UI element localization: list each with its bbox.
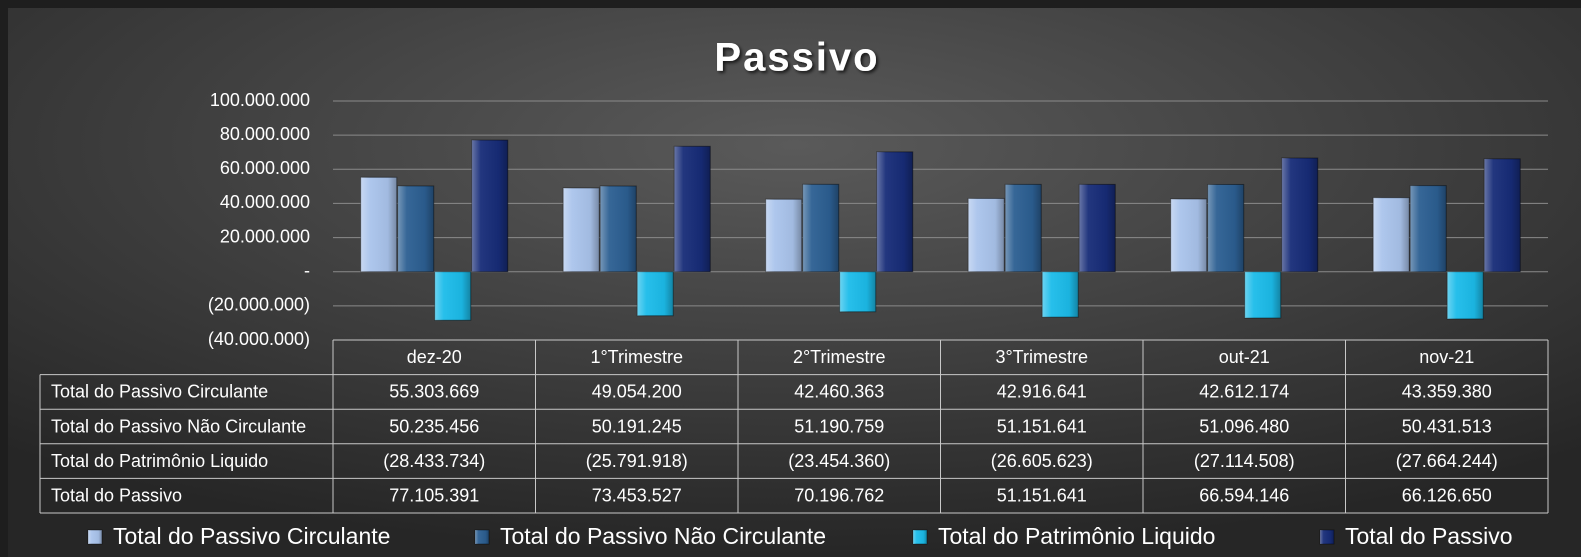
table-value: (27.114.508) [1194,451,1295,471]
bar [434,271,472,321]
bar [673,145,711,273]
legend: Total do Passivo Circulante Total do Pass… [87,523,1512,549]
y-tick-label: 40.000.000 [220,192,310,212]
y-tick-label: 80.000.000 [220,124,310,144]
data-table: dez-20 1°Trimestre 2°Trimestre 3°Trimestre o… [39,339,1549,514]
table-value: (28.433.734) [383,451,485,471]
chart-title: Passivo [714,36,879,80]
y-tick-label: - [304,260,310,280]
x-tick-label: out-21 [1219,347,1270,367]
chart-background [8,8,1581,557]
bar [1372,197,1410,273]
bar [1244,271,1282,319]
table-value: 55.303.669 [389,382,479,402]
x-tick-label: 1°Trimestre [590,347,683,367]
y-tick-label: 20.000.000 [220,226,310,246]
table-value: 51.190.759 [794,416,884,436]
bar [1078,183,1116,273]
table-value: 42.916.641 [997,382,1087,402]
y-tick-label: 60.000.000 [220,158,310,178]
legend-swatch-shine [913,530,927,544]
x-tick-label: nov-21 [1419,347,1474,367]
bar [397,185,435,273]
table-value: (26.605.623) [991,451,1093,471]
table-value: 50.235.456 [389,416,479,436]
bar [1041,271,1079,318]
table-value: 42.460.363 [794,382,884,402]
table-value: 43.359.380 [1402,382,1492,402]
table-value: (27.664.244) [1396,451,1498,471]
bar [839,271,877,313]
bar [636,271,674,317]
bar [562,187,600,273]
y-tick-label: (40.000.000) [208,329,310,349]
table-value: 51.096.480 [1199,416,1289,436]
y-tick-label: (20.000.000) [208,295,310,315]
bar [471,139,509,273]
table-row-label: Total do Passivo Não Circulante [51,416,306,436]
table-value: 70.196.762 [794,485,884,505]
table-row-label: Total do Passivo Circulante [51,382,268,402]
legend-label: Total do Patrimônio Liquido [938,523,1215,549]
bar [802,183,840,273]
legend-swatch-shine [1320,530,1334,544]
bar [1409,185,1447,273]
table-value: 51.151.641 [997,485,1087,505]
bar [1446,271,1484,320]
legend-label: Total do Passivo [1345,523,1512,549]
table-value: (23.454.360) [788,451,890,471]
table-value: 50.191.245 [592,416,682,436]
legend-swatch-shine [475,530,489,544]
table-value: 42.612.174 [1199,382,1289,402]
y-tick-label: 100.000.000 [210,90,310,110]
legend-swatch-shine [88,530,102,544]
table-value: 50.431.513 [1402,416,1492,436]
table-value: 66.594.146 [1199,485,1289,505]
x-tick-label: 2°Trimestre [793,347,886,367]
bar [1207,183,1245,273]
table-row-label: Total do Passivo [51,485,182,505]
table-value: 77.105.391 [389,485,479,505]
bar [967,197,1005,273]
bar [360,176,398,273]
x-tick-label: dez-20 [407,347,462,367]
bar [1170,198,1208,273]
legend-label: Total do Passivo Circulante [113,523,390,549]
table-value: 66.126.650 [1402,485,1492,505]
table-value: 49.054.200 [592,382,682,402]
table-value: 51.151.641 [997,416,1087,436]
grid: (40.000.000) (20.000.000) - 20.000.000 40.00… [208,90,1548,349]
bar [1004,183,1042,273]
table-value: 73.453.527 [592,485,682,505]
bar [599,185,637,273]
bar [765,198,803,273]
table-row-label: Total do Patrimônio Liquido [51,451,268,471]
table-value: (25.791.918) [586,451,688,471]
bar [876,151,914,273]
x-tick-label: 3°Trimestre [995,347,1088,367]
bar [1483,158,1521,273]
bar [1281,157,1319,273]
legend-label: Total do Passivo Não Circulante [500,523,826,549]
